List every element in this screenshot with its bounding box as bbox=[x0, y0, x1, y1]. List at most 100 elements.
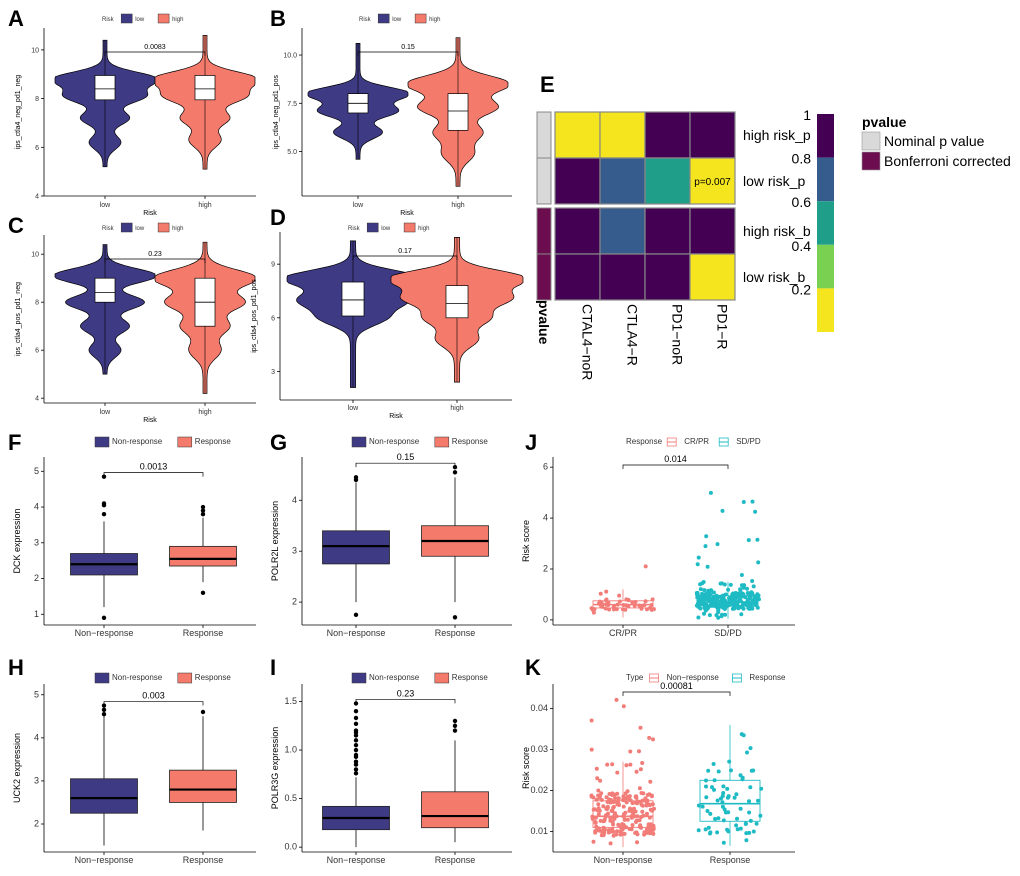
jitter-point bbox=[640, 761, 645, 765]
jitter-point bbox=[695, 562, 700, 567]
jitter-point bbox=[745, 597, 750, 602]
jitter-point bbox=[747, 799, 751, 804]
jitter-point bbox=[630, 801, 635, 806]
y-tick-label: 4 bbox=[543, 513, 548, 523]
jitter-point bbox=[708, 589, 713, 594]
jitter-point bbox=[643, 564, 648, 569]
box bbox=[194, 75, 216, 101]
x-tick-label: high bbox=[451, 202, 464, 209]
heatmap-cell bbox=[689, 111, 736, 159]
jitter-point bbox=[701, 595, 706, 600]
y-tick-label: 4 bbox=[34, 732, 39, 742]
jitter-point bbox=[741, 606, 746, 611]
jitter-point bbox=[749, 768, 754, 773]
jitter-point bbox=[621, 704, 626, 709]
y-tick-label: 9 bbox=[271, 262, 275, 269]
legend-swatch-nominal bbox=[861, 131, 881, 151]
outlier-point bbox=[200, 508, 206, 513]
outlier-point bbox=[353, 759, 359, 764]
jitter-point bbox=[719, 796, 723, 801]
heatmap-cell bbox=[554, 157, 601, 205]
legend-label: Response bbox=[195, 437, 232, 446]
heatmap-cell bbox=[599, 157, 646, 205]
y-tick-label: 0 bbox=[543, 614, 548, 624]
jitter-point bbox=[641, 791, 646, 796]
jitter-point bbox=[731, 591, 736, 596]
significance-bracket bbox=[104, 258, 206, 263]
jitter-point bbox=[622, 817, 627, 822]
jitter-point bbox=[700, 581, 705, 586]
y-tick-label: 0.0 bbox=[284, 842, 297, 852]
y-axis-title: POLR3G expression bbox=[270, 727, 280, 810]
box bbox=[70, 778, 138, 814]
y-tick-label: 5.0 bbox=[287, 149, 297, 156]
legend-label: high bbox=[172, 226, 183, 232]
panel-A: 4 6 8 10 low high Risk ips_ctla4_neg_pd1_neg Ris… bbox=[15, 13, 256, 217]
heatmap-col-label: PD1−noR bbox=[670, 304, 686, 365]
jitter-point bbox=[597, 828, 602, 833]
x-tick-label: Non−response bbox=[594, 855, 653, 865]
legend-label: low bbox=[135, 226, 145, 232]
jitter-point bbox=[643, 796, 648, 801]
legend-key bbox=[434, 436, 450, 448]
jitter-point bbox=[599, 833, 604, 838]
panel-D: 3 6 9 low high Risk ips_ctla4_pos_pd1_pos Risk l… bbox=[251, 222, 524, 420]
panel-F: 1 2 3 4 5 Non−response Response DCK expression N… bbox=[12, 436, 256, 638]
legend: Risk low high bbox=[102, 222, 183, 233]
y-tick-label: 4 bbox=[292, 495, 297, 505]
jitter-point bbox=[755, 537, 760, 542]
jitter-point bbox=[715, 830, 720, 835]
y-tick-label: 4 bbox=[35, 396, 39, 403]
jitter-point bbox=[630, 823, 635, 828]
colorbar-tick-label: 1 bbox=[803, 107, 811, 123]
x-tick-label: CR/PR bbox=[609, 628, 638, 638]
y-tick-label: 8 bbox=[35, 96, 39, 103]
heatmap-cell bbox=[689, 157, 736, 205]
jitter-point bbox=[618, 832, 623, 837]
panel-label-E: E bbox=[540, 72, 555, 97]
outlier-point bbox=[101, 711, 107, 717]
jitter-point bbox=[610, 820, 615, 824]
outlier-point bbox=[200, 511, 206, 517]
box bbox=[169, 545, 237, 567]
x-tick-label: Response bbox=[710, 855, 751, 865]
jitter-point bbox=[723, 612, 728, 617]
box bbox=[94, 75, 116, 101]
y-tick-label: 1.5 bbox=[284, 696, 297, 706]
jitter-point bbox=[628, 749, 633, 754]
jitter-point bbox=[702, 611, 706, 616]
x-tick-label: Non−response bbox=[75, 628, 134, 638]
jitter-point bbox=[632, 806, 636, 811]
legend-title: Risk bbox=[102, 226, 115, 232]
jitter-point bbox=[714, 613, 719, 618]
jitter-point bbox=[605, 804, 610, 809]
jitter-point bbox=[611, 607, 616, 612]
p-value-label: 0.014 bbox=[664, 454, 687, 464]
x-axis-title: Risk bbox=[400, 210, 414, 217]
jitter-point bbox=[710, 785, 714, 790]
legend: Non-response Response bbox=[351, 436, 488, 448]
outlier-point bbox=[452, 718, 458, 724]
jitter-point bbox=[734, 792, 739, 797]
heatmap-row-annotation bbox=[536, 111, 552, 159]
jitter-point bbox=[596, 788, 601, 793]
legend-key bbox=[177, 436, 193, 448]
jitter-point bbox=[706, 825, 711, 830]
outlier-point bbox=[101, 615, 107, 621]
legend-key bbox=[177, 672, 193, 684]
jitter-point bbox=[622, 831, 627, 836]
jitter-point bbox=[728, 582, 733, 587]
jitter-point bbox=[630, 600, 635, 605]
jitter-point bbox=[635, 840, 639, 845]
panel-K: 0.01 0.02 0.03 0.04 Non−response Response Risk… bbox=[521, 673, 795, 865]
jitter-point bbox=[700, 804, 705, 809]
legend: Risk low high bbox=[359, 13, 440, 24]
jitter-point bbox=[594, 824, 599, 829]
jitter-point bbox=[738, 826, 743, 831]
jitter-point bbox=[623, 607, 628, 612]
jitter-point bbox=[756, 560, 761, 565]
jitter-point bbox=[593, 820, 598, 825]
jitter-point bbox=[695, 590, 700, 595]
panel-label-D: D bbox=[270, 205, 286, 230]
significance-bracket bbox=[357, 51, 459, 56]
